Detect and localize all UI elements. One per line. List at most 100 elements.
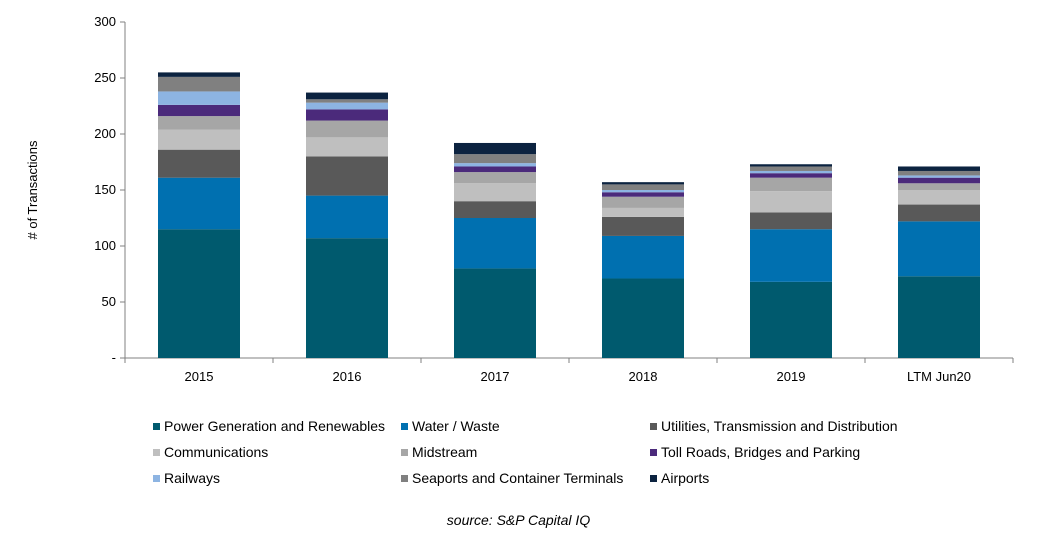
bar-segment xyxy=(898,190,980,205)
legend-swatch xyxy=(401,448,408,456)
x-tick-label: 2017 xyxy=(481,369,510,384)
bar-segment xyxy=(306,92,388,100)
bar-segment xyxy=(602,278,684,358)
y-axis-title: # of Transactions xyxy=(25,140,40,239)
bar-segment xyxy=(158,72,240,77)
bar-segment xyxy=(750,166,832,171)
bar-segment xyxy=(454,201,536,218)
legend-item: Power Generation and Renewables xyxy=(153,418,385,434)
legend-item: Water / Waste xyxy=(401,418,500,434)
bar-segment xyxy=(750,177,832,192)
bar-segment xyxy=(306,238,388,358)
bar-segment xyxy=(454,166,536,173)
legend-item: Airports xyxy=(650,470,709,486)
y-tick-label: 50 xyxy=(102,294,116,309)
legend-item: Utilities, Transmission and Distribution xyxy=(650,418,898,434)
bar-segment xyxy=(898,175,980,178)
bar-segment xyxy=(750,229,832,282)
legend-swatch xyxy=(153,448,160,456)
legend-label: Water / Waste xyxy=(412,418,500,434)
bar-segment xyxy=(306,195,388,239)
bar-segment xyxy=(898,166,980,171)
x-tick-label: LTM Jun20 xyxy=(907,369,971,384)
bar-segment xyxy=(602,190,684,193)
y-tick-label: 150 xyxy=(94,182,116,197)
legend-label: Utilities, Transmission and Distribution xyxy=(661,418,898,434)
legend-swatch xyxy=(650,422,657,430)
legend-label: Toll Roads, Bridges and Parking xyxy=(661,444,861,460)
y-tick-label: 300 xyxy=(94,14,116,29)
bar-segment xyxy=(454,268,536,358)
bar-segment xyxy=(750,173,832,178)
bar-segment xyxy=(306,109,388,121)
bar-segment xyxy=(158,104,240,117)
legend-swatch xyxy=(650,474,657,482)
bar-segment xyxy=(750,281,832,358)
bar-segment xyxy=(158,177,240,230)
legend-swatch xyxy=(153,474,160,482)
chart-plot: - 50 100 150 200 250 300 2015 2016 2017 2018 2019 LT… xyxy=(25,14,1014,384)
bar-segment xyxy=(454,218,536,269)
legend-label: Communications xyxy=(164,444,269,460)
bar-segment xyxy=(602,207,684,217)
legend-item: Midstream xyxy=(401,444,477,460)
chart-axes xyxy=(120,21,1014,363)
bar-segment xyxy=(602,192,684,197)
bar-segment xyxy=(602,216,684,236)
bar-segment xyxy=(454,154,536,164)
bar-segment xyxy=(602,182,684,185)
legend-item: Communications xyxy=(153,444,268,460)
bar-segment xyxy=(158,229,240,358)
y-tick-label: 100 xyxy=(94,238,116,253)
legend-swatch xyxy=(153,422,160,430)
bar-segment xyxy=(898,177,980,184)
bar-segment xyxy=(750,212,832,230)
bar-segment xyxy=(306,102,388,110)
bar-segment xyxy=(306,156,388,196)
legend-label: Power Generation and Renewables xyxy=(164,418,386,434)
bar-segment xyxy=(602,184,684,190)
x-tick-label: 2018 xyxy=(629,369,658,384)
bar-segment xyxy=(454,172,536,184)
legend-swatch xyxy=(401,422,408,430)
bar-segment xyxy=(898,170,980,176)
bar-segment xyxy=(158,91,240,105)
bar-segment xyxy=(898,276,980,358)
legend-swatch xyxy=(650,448,657,456)
legend-item: Railways xyxy=(153,470,220,486)
chart-labels: - 50 100 150 200 250 300 2015 2016 2017 2018 2019 LT… xyxy=(25,14,971,384)
bar-segment xyxy=(306,99,388,103)
bar-segment xyxy=(454,142,536,155)
x-tick-label: 2019 xyxy=(777,369,806,384)
x-tick-label: 2015 xyxy=(185,369,214,384)
bar-segment xyxy=(158,149,240,178)
source-note: source: S&P Capital IQ xyxy=(446,512,591,528)
bar-segment xyxy=(602,235,684,279)
legend-label: Railways xyxy=(164,470,221,486)
bar-segment xyxy=(158,116,240,130)
legend-label: Midstream xyxy=(412,444,478,460)
legend-item: Toll Roads, Bridges and Parking xyxy=(650,444,860,460)
bar-segment xyxy=(158,76,240,92)
bar-segment xyxy=(306,120,388,138)
bar-segment xyxy=(898,204,980,222)
bar-segment xyxy=(750,170,832,174)
y-tick-label: 200 xyxy=(94,126,116,141)
x-tick-label: 2016 xyxy=(333,369,362,384)
legend-swatch xyxy=(401,474,408,482)
chart-bars xyxy=(158,72,980,358)
legend-item: Seaports and Container Terminals xyxy=(401,470,623,486)
y-tick-label: 250 xyxy=(94,70,116,85)
legend-label: Seaports and Container Terminals xyxy=(412,470,624,486)
bar-segment xyxy=(454,163,536,167)
bar-segment xyxy=(750,164,832,167)
bar-segment xyxy=(898,221,980,277)
y-tick-label: - xyxy=(112,350,116,365)
bar-segment xyxy=(750,191,832,213)
bar-segment xyxy=(454,183,536,202)
legend-label: Airports xyxy=(661,470,710,486)
bar-segment xyxy=(306,137,388,157)
bar-segment xyxy=(158,129,240,150)
bar-segment xyxy=(602,196,684,208)
